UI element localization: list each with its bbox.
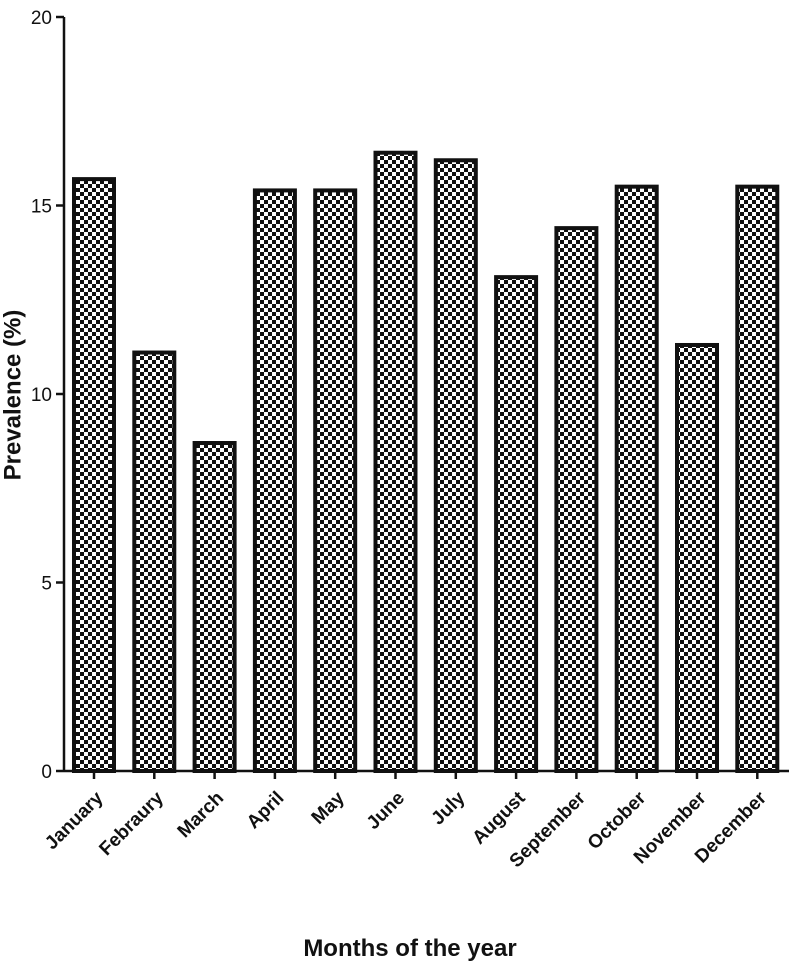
y-tick-label: 0	[41, 762, 52, 783]
y-tick-label: 5	[41, 574, 52, 595]
bar-may	[313, 188, 358, 774]
bar-august	[494, 275, 539, 773]
x-tick-label: April	[243, 788, 288, 833]
bar-febraury	[132, 350, 177, 773]
bar-october	[614, 184, 659, 773]
x-axis-title: Months of the year	[303, 935, 516, 962]
y-ticks: 0 5 10 15 20	[31, 8, 64, 783]
x-tick-label: June	[363, 788, 409, 834]
bar-september	[554, 226, 599, 773]
bar-march	[192, 441, 237, 773]
bar-november	[675, 342, 719, 773]
x-tick-label: May	[308, 787, 349, 828]
bar-january	[72, 177, 116, 774]
bars-layer	[72, 150, 780, 774]
bar-december	[735, 184, 780, 773]
y-tick-label: 10	[31, 385, 52, 406]
x-tick-label: August	[469, 787, 531, 849]
y-axis-title: Prevalence (%)	[0, 310, 26, 481]
bar-april	[252, 188, 297, 774]
y-tick-label: 20	[31, 8, 52, 29]
x-tick-label: July	[428, 787, 470, 829]
x-tick-label: March	[174, 788, 228, 842]
y-tick-label: 15	[31, 197, 52, 218]
bar-july	[433, 158, 478, 773]
x-tick-label: Febraury	[95, 787, 168, 860]
bar-june	[373, 150, 418, 774]
